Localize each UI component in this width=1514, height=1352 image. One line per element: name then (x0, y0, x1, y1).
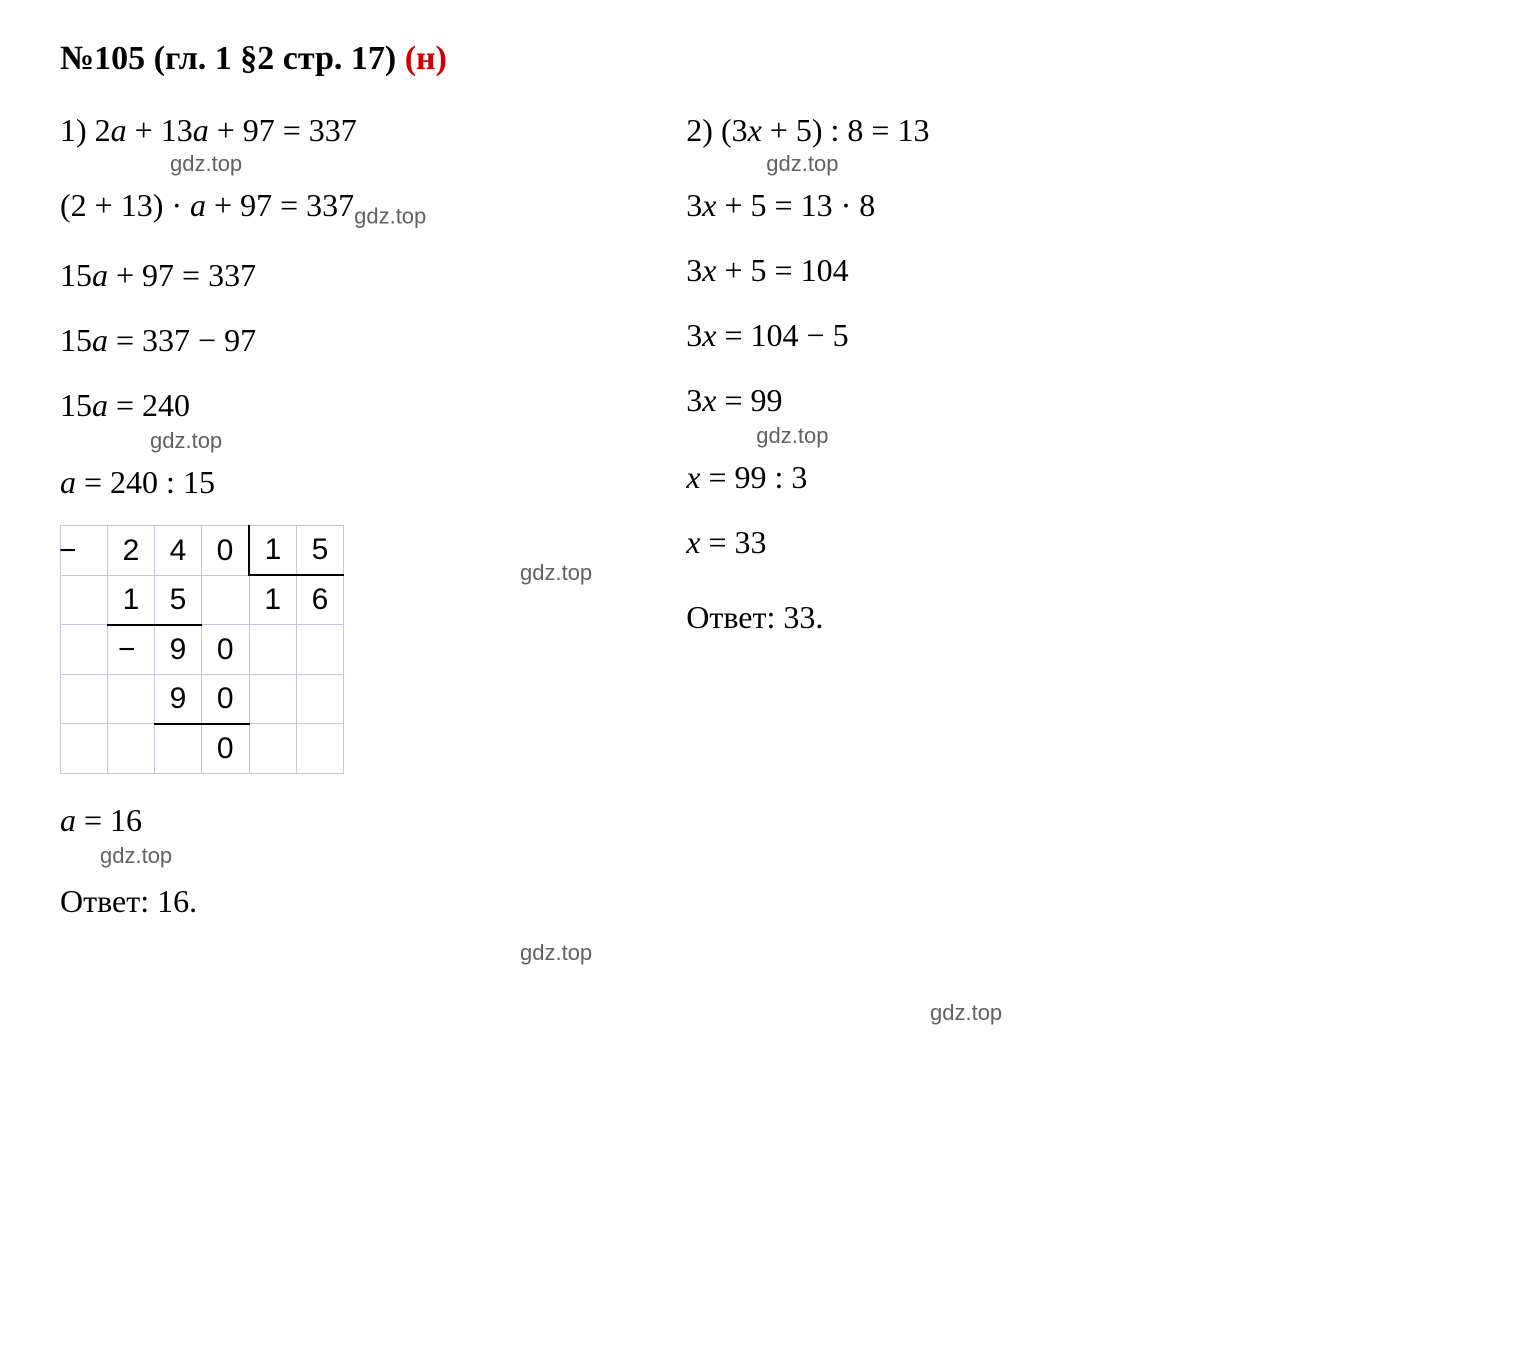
problem-ref: (гл. 1 §2 стр. 17) (145, 40, 405, 77)
text: + 97 = 337 (206, 187, 354, 223)
var-a: a (190, 187, 206, 223)
var-a: a (92, 387, 108, 423)
cell: 2 (108, 526, 155, 576)
text: 15 (60, 322, 92, 358)
text: 3 (686, 382, 702, 418)
text: 3 (686, 187, 702, 223)
var-x: x (748, 112, 762, 148)
watermark: gdz.top (520, 940, 592, 966)
text: + 97 = 337 (108, 257, 256, 293)
text: 1) 2 (60, 112, 111, 148)
text: = 337 − 97 (108, 322, 256, 358)
left-column: 1) 2a + 13a + 97 = 337 gdz.top (2 + 13) … (60, 102, 426, 930)
var-a: a (193, 112, 209, 148)
var-a: a (60, 802, 76, 838)
var-x: x (702, 187, 716, 223)
right-line-7: x = 33 (686, 524, 929, 561)
text: 15 (60, 387, 92, 423)
division-grid: − 2 4 0 1 5 1 5 1 6 − (60, 525, 344, 774)
minus-icon: − (118, 633, 136, 667)
cell: 9 (155, 674, 202, 724)
var-a: a (111, 112, 127, 148)
minus-icon: − (59, 534, 77, 568)
cell: 0 (202, 724, 250, 774)
left-line-6: a = 240 : 15 (60, 464, 426, 501)
cell: 1 (249, 526, 297, 576)
var-x: x (702, 382, 716, 418)
var-a: a (92, 322, 108, 358)
text: + 5 = 104 (716, 252, 848, 288)
text: = 240 (108, 387, 190, 423)
var-a: a (60, 464, 76, 500)
left-line-1: 1) 2a + 13a + 97 = 337 (60, 112, 426, 149)
cell: 6 (297, 575, 344, 625)
cell: 5 (155, 575, 202, 625)
cell: 0 (202, 625, 250, 675)
problem-heading: №105 (гл. 1 §2 стр. 17) (н) (60, 40, 1454, 78)
text: = 240 : 15 (76, 464, 215, 500)
text: = 104 − 5 (716, 317, 848, 353)
left-result: a = 16 (60, 802, 426, 839)
cell: 4 (155, 526, 202, 576)
right-line-1: 2) (3x + 5) : 8 = 13 (686, 112, 929, 149)
text: = 99 (716, 382, 782, 418)
cell: 9 (155, 625, 202, 675)
watermark: gdz.top (354, 203, 426, 228)
long-division: − 2 4 0 1 5 1 5 1 6 − (60, 525, 426, 774)
watermark: gdz.top (520, 560, 592, 586)
right-line-6: x = 99 : 3 (686, 459, 929, 496)
watermark: gdz.top (170, 151, 426, 177)
right-answer: Ответ: 33. (686, 599, 929, 636)
watermark: gdz.top (766, 151, 929, 177)
cell: 1 (108, 575, 155, 625)
var-x: x (686, 459, 700, 495)
cell: 0 (202, 526, 250, 576)
content-columns: 1) 2a + 13a + 97 = 337 gdz.top (2 + 13) … (60, 102, 1454, 930)
problem-marker: (н) (405, 40, 447, 77)
text: (2 + 13) · (60, 187, 190, 223)
watermark: gdz.top (930, 1000, 1002, 1026)
text: + 97 = 337 (209, 112, 357, 148)
cell: 5 (297, 526, 344, 576)
watermark: gdz.top (150, 428, 426, 454)
left-answer: Ответ: 16. (60, 883, 426, 920)
var-x: x (686, 524, 700, 560)
text: 15 (60, 257, 92, 293)
right-column: 2) (3x + 5) : 8 = 13 gdz.top 3x + 5 = 13… (686, 102, 929, 930)
watermark: gdz.top (100, 843, 426, 869)
right-line-4: 3x = 104 − 5 (686, 317, 929, 354)
cell: 0 (202, 674, 250, 724)
left-line-3: 15a + 97 = 337 (60, 257, 426, 294)
var-x: x (702, 317, 716, 353)
text: 3 (686, 317, 702, 353)
left-line-5: 15a = 240 (60, 387, 426, 424)
text: = 16 (76, 802, 142, 838)
text: = 99 : 3 (700, 459, 807, 495)
problem-number: №105 (60, 40, 145, 77)
left-line-4: 15a = 337 − 97 (60, 322, 426, 359)
text: 2) (3 (686, 112, 747, 148)
text: + 13 (127, 112, 193, 148)
cell: 1 (249, 575, 297, 625)
var-a: a (92, 257, 108, 293)
right-line-3: 3x + 5 = 104 (686, 252, 929, 289)
text: 3 (686, 252, 702, 288)
text: + 5 = 13 · 8 (716, 187, 875, 223)
left-line-2: (2 + 13) · a + 97 = 337gdz.top (60, 187, 426, 229)
cell (202, 575, 250, 625)
right-line-5: 3x = 99 (686, 382, 929, 419)
watermark: gdz.top (756, 423, 929, 449)
text: + 5) : 8 = 13 (762, 112, 930, 148)
var-x: x (702, 252, 716, 288)
right-line-2: 3x + 5 = 13 · 8 (686, 187, 929, 224)
text: = 33 (700, 524, 766, 560)
